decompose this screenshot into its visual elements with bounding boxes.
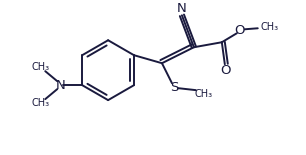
Text: CH₃: CH₃ [31, 98, 49, 108]
Text: CH₃: CH₃ [195, 89, 213, 99]
Text: O: O [221, 64, 231, 77]
Text: N: N [55, 79, 65, 92]
Text: N: N [177, 2, 187, 15]
Text: CH₃: CH₃ [261, 22, 279, 32]
Text: S: S [170, 81, 178, 94]
Text: CH₃: CH₃ [31, 62, 49, 72]
Text: O: O [234, 24, 245, 37]
